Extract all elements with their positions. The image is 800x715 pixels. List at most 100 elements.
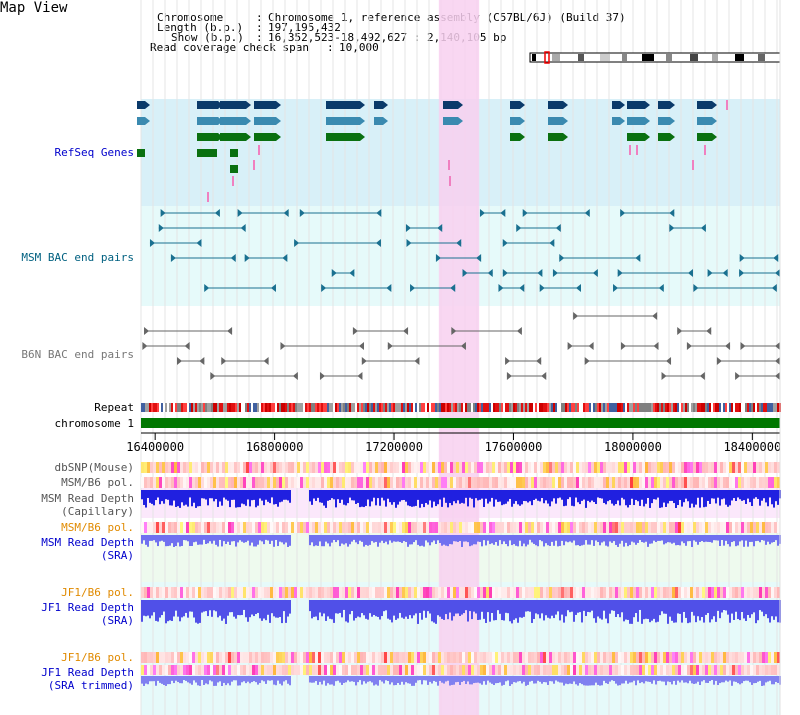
track-label-msm-depth-sra-2: (SRA) bbox=[100, 549, 134, 562]
jf1-b6-pol-strip bbox=[519, 587, 522, 598]
jf1-depth-trim-bar bbox=[511, 676, 513, 685]
msm-b6-pol-strip bbox=[468, 477, 471, 488]
msm-b6-pol-strip bbox=[615, 522, 618, 533]
jf1-depth-sra-bar bbox=[181, 600, 183, 618]
jf1-depth-trim-bar bbox=[459, 676, 461, 685]
track-label-jf1-b6-pol-2[interactable]: JF1/B6 pol. bbox=[61, 651, 134, 664]
track-label-msm-bac[interactable]: MSM BAC end pairs bbox=[21, 251, 134, 264]
jf1-b6-pol-strip bbox=[288, 587, 291, 598]
repeat-element bbox=[503, 403, 505, 412]
b6n-bac-pair-end bbox=[588, 342, 594, 350]
track-label-jf1-depth-trim-1[interactable]: JF1 Read Depth bbox=[41, 666, 134, 679]
track-label-msm-b6-pol-2[interactable]: MSM/B6 pol. bbox=[61, 521, 134, 534]
msm-depth-sra-bar bbox=[599, 535, 601, 546]
jf1-depth-trim-strip bbox=[660, 665, 663, 675]
track-label-b6n-bac[interactable]: B6N BAC end pairs bbox=[21, 348, 134, 361]
jf1-depth-trim-bar bbox=[387, 676, 389, 682]
msm-depth-sra-bar bbox=[535, 535, 537, 546]
jf1-depth-trim-bar bbox=[717, 676, 719, 686]
b6n-bac-pair-end bbox=[775, 342, 780, 350]
msm-b6-pol-strip bbox=[609, 522, 612, 533]
jf1-b6-pol-strip bbox=[771, 587, 774, 598]
jf1-depth-sra-bar bbox=[489, 600, 491, 622]
msm-depth-sra-bar bbox=[557, 535, 559, 547]
repeat-element bbox=[763, 403, 765, 412]
jf1-depth-sra-bar bbox=[771, 600, 773, 617]
repeat-element bbox=[291, 403, 293, 412]
jf1-depth-sra-bar bbox=[689, 600, 691, 623]
track-label-jf1-b6-pol-1[interactable]: JF1/B6 pol. bbox=[61, 586, 134, 599]
track-label-msm-depth-cap-1[interactable]: MSM Read Depth bbox=[41, 492, 134, 505]
track-label-repeat[interactable]: Repeat bbox=[94, 401, 134, 414]
repeat-element bbox=[611, 403, 613, 412]
track-label-msm-b6-pol-1[interactable]: MSM/B6 pol. bbox=[61, 476, 134, 489]
jf1-b6-pol-strip bbox=[771, 652, 774, 663]
msm-b6-pol-strip bbox=[696, 522, 699, 533]
gene-arrow bbox=[670, 133, 675, 141]
jf1-depth-sra-bar bbox=[163, 600, 165, 612]
msm-b6-pol-strip bbox=[642, 477, 645, 488]
b6n-bac-pair-end bbox=[573, 312, 579, 320]
b6n-bac-pair-end bbox=[144, 327, 150, 335]
msm-depth-capillary-bar bbox=[173, 490, 175, 501]
jf1-b6-pol-strip bbox=[561, 587, 564, 598]
jf1-b6-pol-strip bbox=[186, 587, 189, 598]
msm-depth-sra-bar bbox=[741, 535, 743, 541]
repeat-element bbox=[195, 403, 197, 412]
msm-depth-sra-bar bbox=[411, 535, 413, 545]
track-label-jf1-depth-sra-1[interactable]: JF1 Read Depth bbox=[41, 601, 134, 614]
jf1-depth-sra-bar bbox=[225, 600, 227, 624]
b6n-bac-pair-end bbox=[652, 312, 658, 320]
jf1-depth-trim-bar bbox=[203, 676, 205, 685]
msm-depth-capillary-bar bbox=[487, 490, 489, 504]
msm-depth-capillary-bar bbox=[229, 490, 231, 508]
jf1-depth-sra-bar bbox=[449, 600, 451, 613]
jf1-depth-sra-bar bbox=[365, 600, 367, 619]
msm-b6-pol-strip bbox=[486, 522, 489, 533]
msm-depth-sra-bar bbox=[387, 535, 389, 545]
repeat-element bbox=[257, 403, 259, 412]
jf1-depth-sra-bar bbox=[723, 600, 725, 611]
msm-depth-capillary-bar bbox=[715, 490, 717, 504]
jf1-depth-trim-bar bbox=[423, 676, 425, 681]
msm-b6-pol-strip bbox=[594, 477, 597, 488]
dbsnp-strip bbox=[405, 462, 408, 473]
repeat-element bbox=[451, 403, 453, 412]
track-label-msm-depth-sra-1[interactable]: MSM Read Depth bbox=[41, 536, 134, 549]
msm-b6-pol-strip bbox=[204, 522, 207, 533]
dbsnp-strip bbox=[696, 462, 699, 473]
jf1-b6-pol-strip bbox=[723, 587, 726, 598]
msm-b6-pol-strip bbox=[282, 522, 285, 533]
msm-depth-capillary-bar bbox=[381, 490, 383, 498]
jf1-b6-pol-strip bbox=[624, 652, 627, 663]
jf1-depth-trim-strip bbox=[423, 665, 426, 675]
msm-depth-sra-bar bbox=[237, 535, 239, 543]
msm-depth-capillary-bar bbox=[743, 490, 745, 501]
repeat-element bbox=[151, 403, 153, 412]
jf1-b6-pol-strip bbox=[321, 652, 324, 663]
jf1-depth-sra-bar bbox=[201, 600, 203, 613]
msm-b6-pol-strip bbox=[714, 522, 717, 533]
msm-depth-sra-bar bbox=[507, 535, 509, 547]
jf1-depth-trim-strip bbox=[630, 665, 633, 675]
msm-b6-pol-strip bbox=[342, 522, 345, 533]
msm-depth-capillary-bar bbox=[591, 490, 593, 501]
jf1-depth-trim-strip bbox=[678, 665, 681, 675]
msm-b6-pol-strip bbox=[360, 477, 363, 488]
msm-b6-pol-strip bbox=[354, 522, 357, 533]
jf1-b6-pol-strip bbox=[747, 587, 750, 598]
repeat-element bbox=[581, 403, 583, 412]
msm-b6-pol-strip bbox=[345, 477, 348, 488]
track-label-refseq[interactable]: RefSeq Genes bbox=[54, 146, 134, 159]
jf1-depth-sra-bar bbox=[441, 600, 443, 619]
repeat-element bbox=[141, 403, 143, 412]
dbsnp-strip bbox=[237, 462, 240, 473]
track-label-dbsnp[interactable]: dbSNP(Mouse) bbox=[54, 461, 134, 474]
repeat-element bbox=[213, 403, 215, 412]
jf1-depth-trim-bar bbox=[461, 676, 463, 682]
msm-b6-pol-strip bbox=[177, 477, 180, 488]
msm-b6-pol-strip bbox=[762, 477, 765, 488]
jf1-depth-sra-bar bbox=[165, 600, 167, 624]
jf1-depth-sra-bar bbox=[701, 600, 703, 618]
